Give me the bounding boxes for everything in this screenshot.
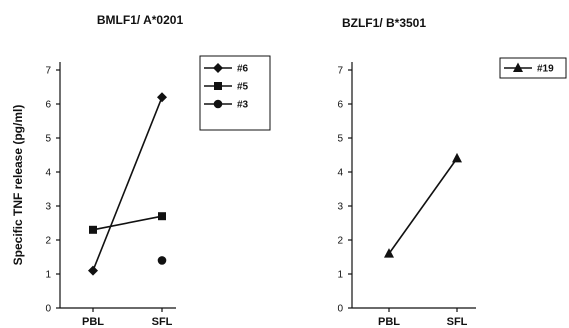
legend-marker bbox=[213, 63, 223, 73]
data-point bbox=[384, 248, 394, 258]
y-tick-label: 7 bbox=[337, 66, 343, 77]
y-tick-label: 2 bbox=[337, 236, 343, 247]
series-line bbox=[92, 96, 163, 271]
panel-1-y-ticks: 0 1 2 3 4 5 6 7 bbox=[45, 66, 60, 315]
panel-1: BMLF1/ A*0201 0 1 2 3 4 5 6 7 PBL SFL #6 #5 #3 bbox=[45, 13, 271, 328]
y-tick-label: 4 bbox=[45, 168, 51, 179]
panel-2-series bbox=[384, 152, 462, 258]
legend-marker bbox=[214, 82, 222, 90]
data-point bbox=[157, 92, 167, 103]
data-point bbox=[158, 212, 166, 221]
panel-1-series bbox=[88, 92, 167, 276]
legend-label: #19 bbox=[537, 64, 554, 75]
y-tick-label: 6 bbox=[45, 100, 51, 111]
y-tick-label: 0 bbox=[337, 304, 343, 315]
y-tick-label: 0 bbox=[45, 304, 51, 315]
legend-marker bbox=[213, 99, 223, 109]
legend-label: #5 bbox=[237, 82, 249, 93]
panel-1-legend-box bbox=[199, 55, 271, 131]
panel-1-legend-items: #6 #5 #3 bbox=[204, 63, 249, 111]
y-axis-label: Specific TNF release (pg/ml) bbox=[11, 105, 25, 266]
panel-2-legend-box bbox=[499, 57, 567, 79]
data-point bbox=[88, 265, 98, 276]
panel-1-title: BMLF1/ A*0201 bbox=[97, 13, 184, 27]
panel-2-x-ticks: PBL SFL bbox=[378, 308, 468, 328]
legend-label: #6 bbox=[237, 64, 249, 75]
panel-1-x-ticks: PBL SFL bbox=[82, 308, 173, 328]
y-tick-label: 7 bbox=[45, 66, 51, 77]
panel-2-legend: #19 bbox=[499, 57, 567, 79]
data-point bbox=[157, 256, 167, 265]
panel-2: BZLF1/ B*3501 0 1 2 3 4 5 6 7 PBL SFL #19 bbox=[337, 16, 567, 328]
x-tick-label: SFL bbox=[447, 316, 468, 328]
y-tick-label: 3 bbox=[45, 202, 51, 213]
data-point bbox=[452, 152, 462, 163]
y-tick-label: 1 bbox=[337, 270, 343, 281]
series-line bbox=[388, 157, 458, 255]
legend-marker bbox=[513, 62, 523, 72]
y-tick-label: 5 bbox=[45, 134, 51, 145]
y-tick-label: 6 bbox=[337, 100, 343, 111]
y-tick-label: 3 bbox=[337, 202, 343, 213]
y-tick-label: 4 bbox=[337, 168, 343, 179]
panel-1-legend: #6 #5 #3 bbox=[199, 55, 271, 131]
x-tick-label: PBL bbox=[378, 316, 400, 328]
legend-label: #3 bbox=[237, 100, 249, 111]
y-tick-label: 5 bbox=[337, 134, 343, 145]
y-tick-label: 1 bbox=[45, 270, 51, 281]
series-line bbox=[92, 215, 163, 231]
panel-2-y-ticks: 0 1 2 3 4 5 6 7 bbox=[337, 66, 352, 315]
x-tick-label: SFL bbox=[152, 316, 173, 328]
panel-2-legend-items: #19 bbox=[504, 62, 554, 75]
data-point bbox=[89, 225, 97, 234]
panel-2-title: BZLF1/ B*3501 bbox=[342, 16, 426, 30]
y-tick-label: 2 bbox=[45, 236, 51, 247]
x-tick-label: PBL bbox=[82, 316, 104, 328]
